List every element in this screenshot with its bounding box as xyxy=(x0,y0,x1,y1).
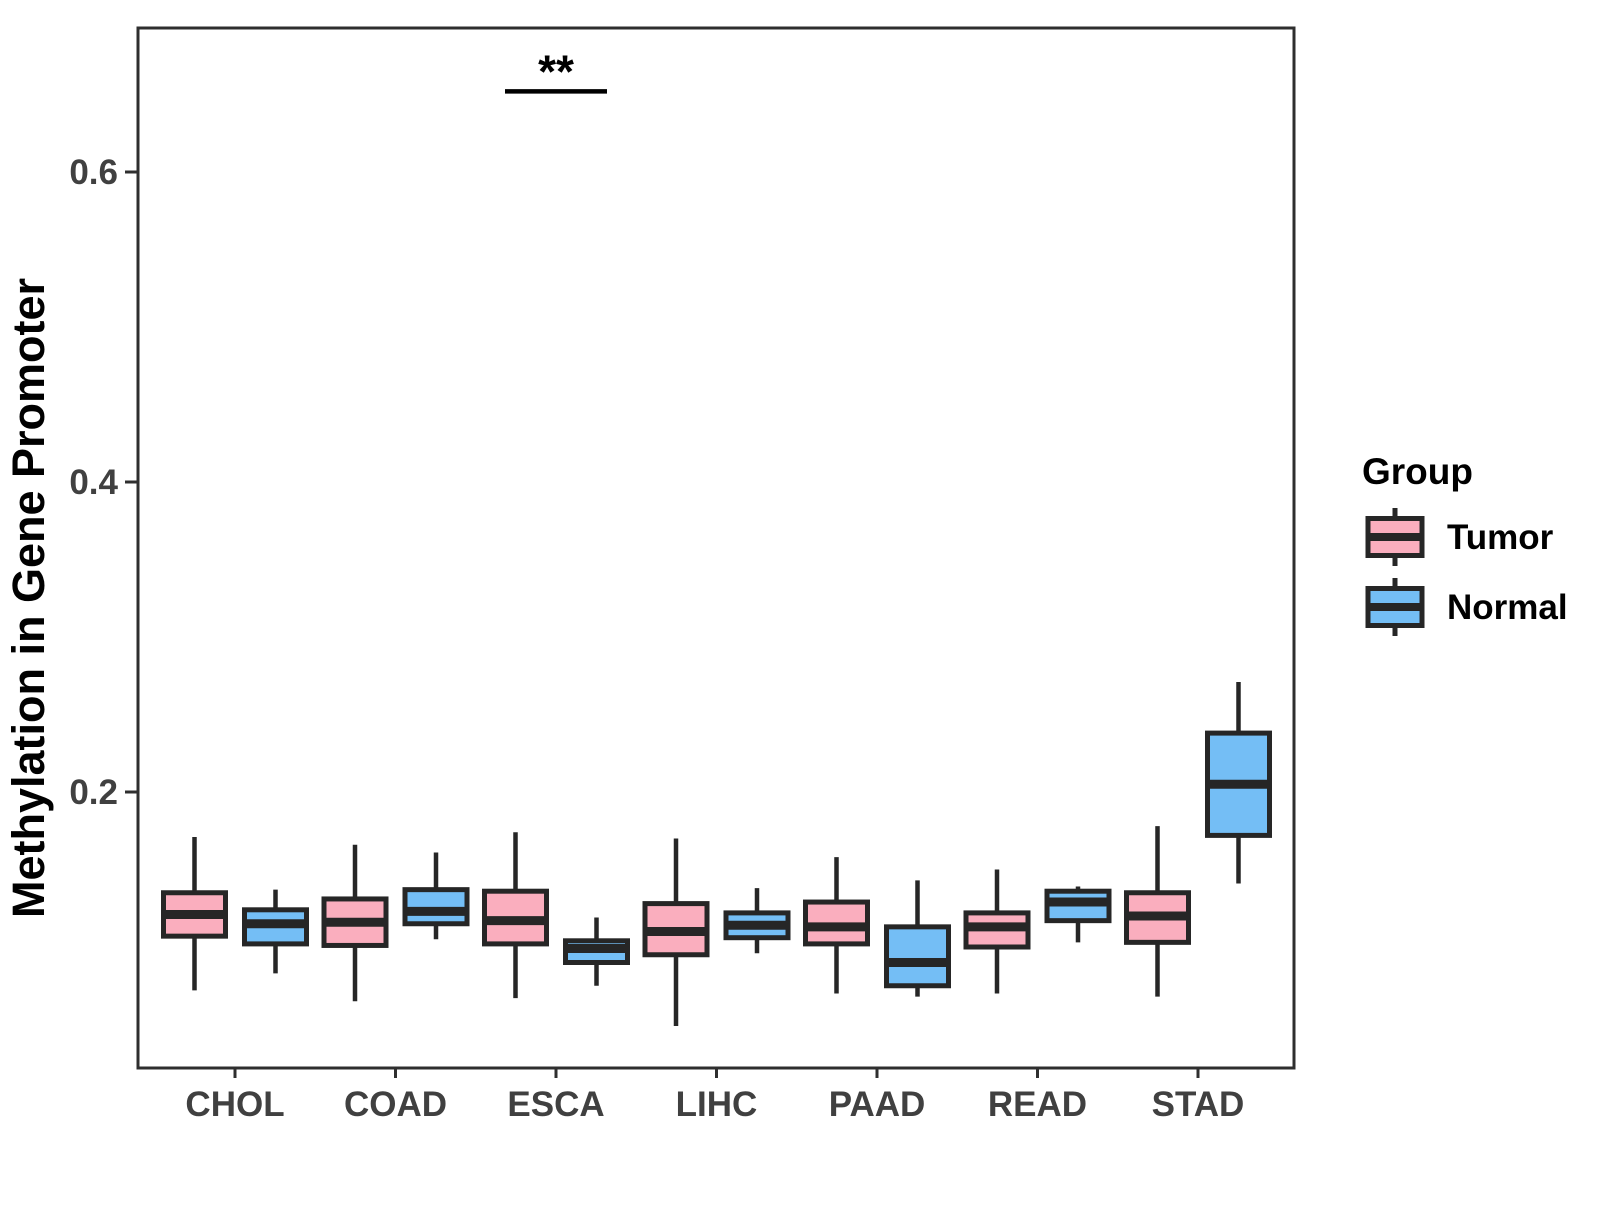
boxplot-tumor-CHOL xyxy=(161,836,228,991)
boxplot-tumor-ESCA xyxy=(482,832,549,999)
plot-panel-border xyxy=(136,26,1296,1070)
boxplot-tumor-STAD xyxy=(1124,826,1191,997)
y-tick-label: 0.6 xyxy=(69,153,118,192)
x-tick-label: ESCA xyxy=(507,1085,604,1124)
legend-entry-normal: Normal xyxy=(1365,578,1568,636)
boxplot-tumor-COAD xyxy=(321,844,389,1002)
x-tick-label: LIHC xyxy=(676,1085,758,1124)
iqr-box xyxy=(402,887,470,927)
x-tick-label: COAD xyxy=(344,1085,447,1124)
iqr-box xyxy=(884,924,951,989)
y-tick-label: 0.2 xyxy=(69,773,118,812)
legend-label-normal: Normal xyxy=(1447,588,1568,627)
legend-title: Group xyxy=(1362,451,1473,492)
legend-label-tumor: Tumor xyxy=(1447,518,1554,557)
boxplot-tumor-READ xyxy=(963,869,1031,994)
x-tick-label: STAD xyxy=(1152,1085,1245,1124)
y-axis: 0.2 0.4 0.6 xyxy=(69,153,138,812)
x-tick-label: CHOL xyxy=(185,1085,284,1124)
boxplot-normal-READ xyxy=(1044,886,1112,943)
y-tick-label: 0.4 xyxy=(69,463,118,502)
x-tick-label: READ xyxy=(988,1085,1087,1124)
x-axis: CHOL COAD ESCA LIHC PAAD READ STAD xyxy=(185,1068,1244,1124)
boxplot-normal-ESCA xyxy=(563,917,630,986)
boxplot-normal-LIHC xyxy=(723,888,791,954)
boxplot-normal-PAAD xyxy=(884,880,951,997)
boxplot-layer xyxy=(161,681,1272,1027)
legend-entry-tumor: Tumor xyxy=(1365,508,1554,566)
x-tick-label: PAAD xyxy=(829,1085,926,1124)
significance-layer: ** xyxy=(505,45,607,97)
significance-stars: ** xyxy=(538,45,574,97)
boxplot-tumor-LIHC xyxy=(642,838,710,1027)
boxplot-tumor-PAAD xyxy=(803,857,870,994)
boxplot-normal-CHOL xyxy=(242,889,309,974)
boxplot-normal-COAD xyxy=(402,852,470,940)
y-axis-title: Methylation in Gene Promoter xyxy=(3,278,54,918)
legend: Group Tumor Normal xyxy=(1362,451,1568,636)
boxplot-normal-STAD xyxy=(1205,681,1272,884)
